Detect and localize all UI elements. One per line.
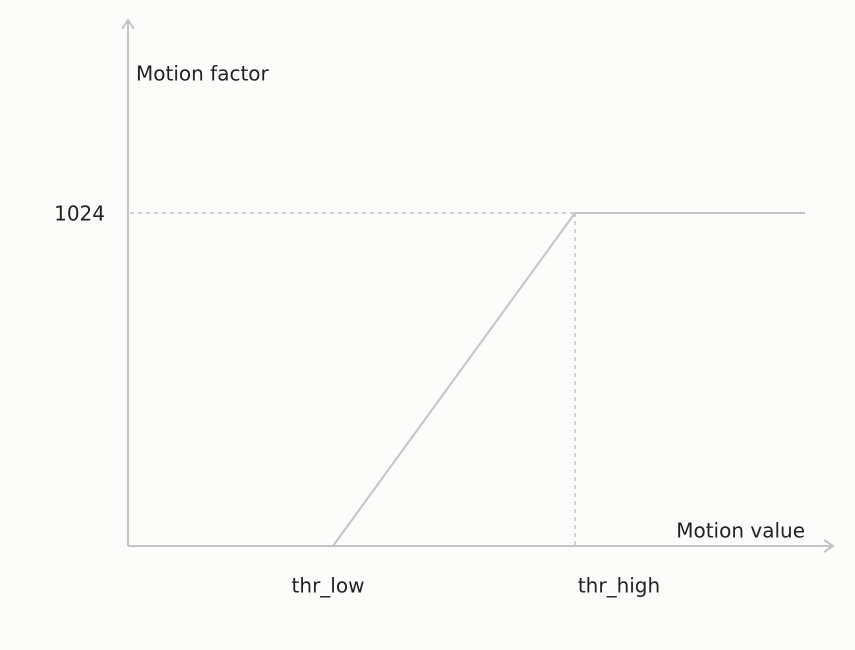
factor-curve [332,212,805,547]
y-axis-arrow [121,18,135,30]
x-axis-label: Motion value [676,519,805,543]
x-axis-arrow [823,539,835,553]
threshold-label: thr_low [292,574,365,598]
level-label: 1024 [54,202,105,226]
threshold-label: thr_high [578,574,660,598]
y-axis-label: Motion factor [136,62,270,86]
